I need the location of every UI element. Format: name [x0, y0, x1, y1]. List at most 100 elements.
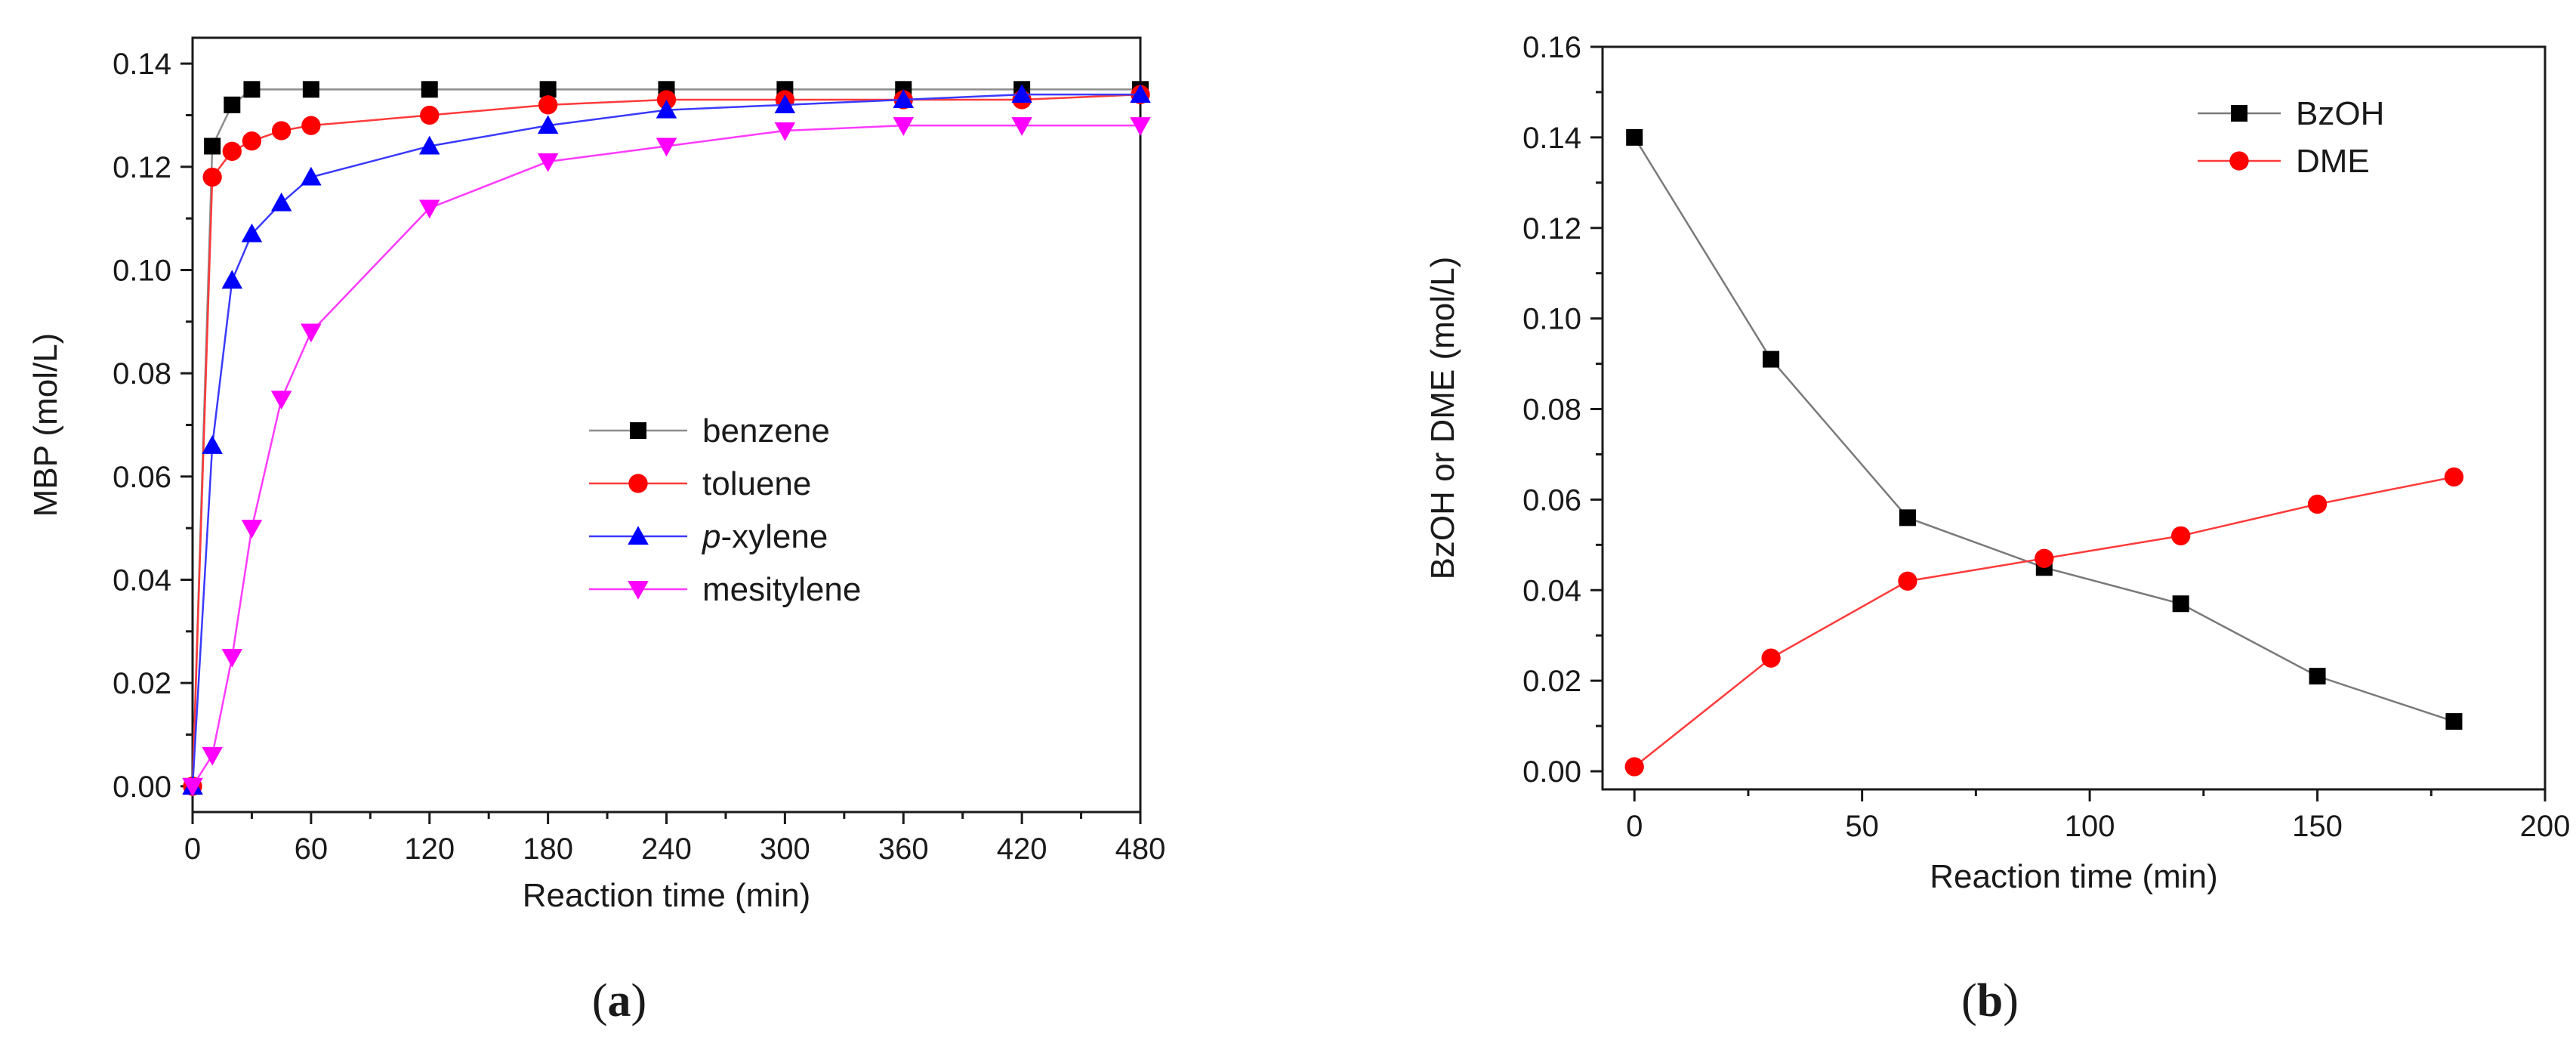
data-point — [656, 137, 677, 157]
data-point — [2444, 467, 2464, 487]
x-tick-label: 240 — [641, 832, 692, 866]
legend-label-text: BzOH — [2296, 95, 2384, 132]
legend: BzOH DME — [2198, 95, 2384, 180]
legend-label: mesitylene — [702, 571, 861, 608]
data-point — [774, 122, 796, 141]
y-tick-label: 0.12 — [113, 151, 171, 184]
data-point — [242, 131, 262, 151]
legend-marker — [630, 422, 646, 439]
data-point — [202, 167, 222, 187]
x-tick-label: 360 — [878, 832, 929, 866]
y-tick-label: 0.08 — [1522, 394, 1581, 427]
y-tick-label: 0.06 — [1522, 483, 1581, 517]
data-point — [272, 121, 292, 141]
legend-marker — [628, 581, 649, 600]
series-line — [191, 124, 1140, 787]
series-line — [1634, 137, 2454, 723]
data-point — [301, 116, 321, 135]
x-tick-label: 0 — [1626, 810, 1643, 843]
x-tick-label: 480 — [1115, 832, 1166, 866]
x-axis-title: Reaction time (min) — [1930, 858, 2217, 895]
data-point — [774, 94, 796, 113]
chart-panel-a: 0 60 120 180 240 300 360 420 480 0.00 0.02 0.04 0.06… — [27, 36, 1166, 1027]
data-point — [538, 95, 558, 115]
data-point — [221, 649, 243, 668]
series-line — [1634, 476, 2454, 768]
data-point — [2307, 494, 2328, 514]
x-tick-label: 200 — [2520, 810, 2571, 843]
data-point — [2172, 595, 2189, 613]
plot-frame — [1601, 45, 2547, 791]
x-tick-label: 150 — [2292, 810, 2343, 843]
legend-label-text: mesitylene — [702, 571, 861, 608]
data-point — [222, 141, 242, 161]
legend-label: benzene — [702, 412, 830, 449]
panel-label-paren-close: ) — [2003, 975, 2019, 1027]
x-tick-label: 300 — [760, 832, 810, 866]
data-point — [419, 135, 440, 155]
series-0 — [184, 81, 1149, 795]
chart-panel-b: 0 50 100 150 200 0.00 0.02 0.04 0.06 0.08 0.10 0.12… — [1424, 31, 2570, 1027]
data-point — [2445, 713, 2463, 730]
legend-marker — [628, 474, 648, 493]
data-point — [1130, 84, 1151, 103]
data-point — [1626, 128, 1643, 146]
x-tick-label: 180 — [523, 832, 573, 866]
legend: benzene toluene p-xylene mesitylene — [589, 412, 861, 608]
x-tick-label: 50 — [1845, 810, 1879, 843]
series-1 — [183, 85, 1150, 796]
data-point — [182, 777, 203, 797]
data-point — [204, 137, 221, 155]
y-tick-label: 0.16 — [1522, 31, 1581, 64]
y-tick-label: 0.14 — [1522, 122, 1581, 155]
y-tick-label: 0.00 — [113, 770, 171, 804]
data-point — [224, 96, 241, 113]
x-tick-label: 60 — [295, 832, 329, 866]
legend-label-text: -xylene — [720, 518, 828, 555]
legend-label-italic: p — [701, 518, 720, 555]
data-point — [241, 223, 263, 242]
legend-label: toluene — [702, 465, 811, 502]
data-point — [537, 115, 559, 134]
y-tick-label: 0.12 — [1522, 212, 1581, 245]
x-tick-label: 100 — [2065, 810, 2115, 843]
data-point — [1130, 117, 1151, 136]
y-tick-label: 0.14 — [113, 48, 171, 81]
data-point — [1763, 350, 1780, 368]
panel-label-letter: b — [1977, 975, 2003, 1027]
data-point — [270, 192, 292, 212]
panel-label-paren-open: ( — [1961, 975, 1977, 1027]
data-point — [1899, 509, 1916, 526]
y-tick-label: 0.06 — [113, 461, 171, 494]
data-point — [241, 520, 263, 539]
panel-label-paren-close: ) — [631, 975, 647, 1027]
data-point — [221, 270, 243, 289]
x-tick-label: 0 — [184, 832, 201, 866]
series-0 — [1626, 128, 2463, 730]
data-point — [539, 81, 557, 98]
data-point — [302, 81, 319, 98]
x-tick-label: 120 — [404, 832, 455, 866]
data-point — [537, 153, 559, 172]
legend-label-text: DME — [2296, 143, 2370, 180]
data-point — [2171, 526, 2191, 545]
data-point — [893, 89, 914, 108]
legend-marker — [2231, 105, 2247, 122]
data-point — [1898, 571, 1917, 591]
panel-label: (b) — [1961, 975, 2019, 1027]
series-line — [191, 88, 1140, 786]
y-tick-label: 0.02 — [1522, 665, 1581, 698]
data-point — [202, 746, 223, 766]
x-tick-label: 420 — [997, 832, 1047, 866]
y-tick-label: 0.04 — [1522, 574, 1581, 607]
legend-marker — [628, 526, 649, 545]
y-axis-title: MBP (mol/L) — [27, 333, 64, 517]
data-point — [301, 323, 322, 343]
series-line — [191, 93, 1140, 786]
data-point — [1011, 117, 1032, 136]
panel-label-paren-open: ( — [592, 975, 608, 1027]
data-point — [419, 199, 440, 219]
series-1 — [1624, 467, 2464, 777]
y-tick-label: 0.10 — [1522, 303, 1581, 336]
panel-label: (a) — [592, 975, 646, 1027]
